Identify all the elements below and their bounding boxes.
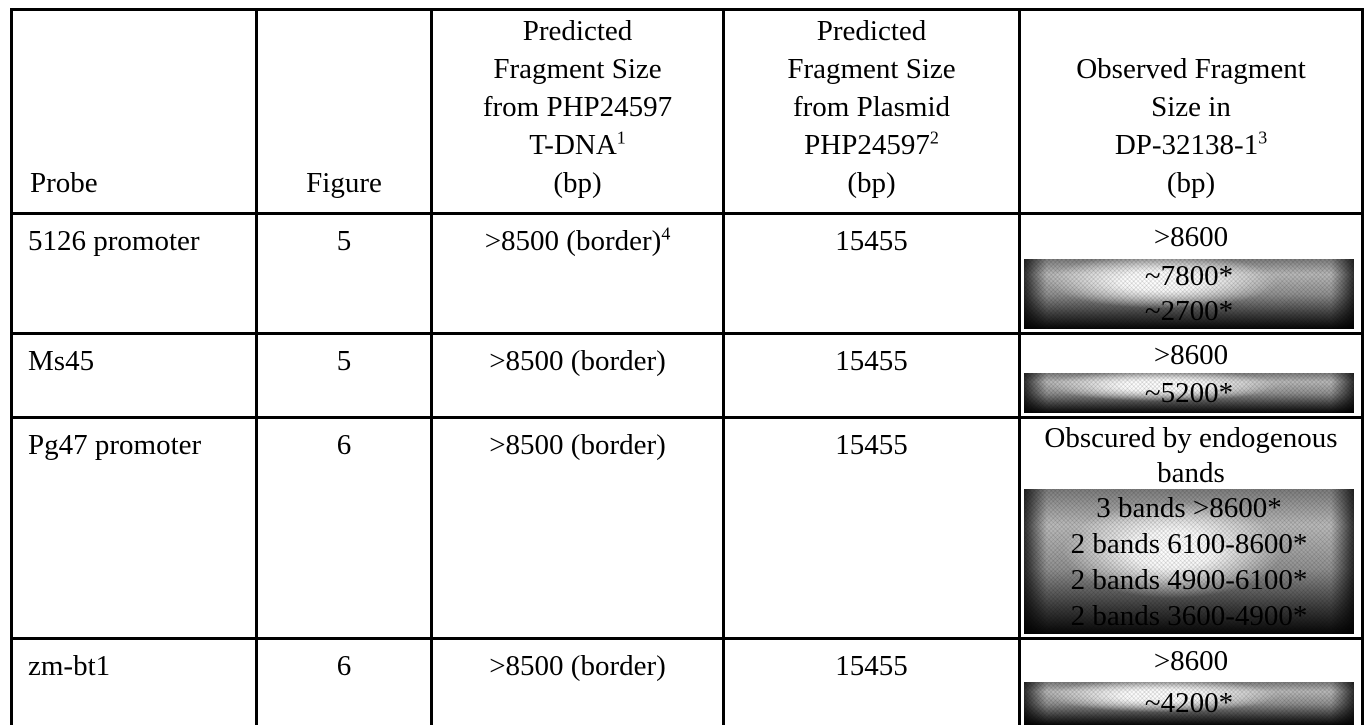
cell-predicted-tdna: >8500 (border) — [430, 637, 725, 725]
header-probe-label: Probe — [30, 167, 98, 199]
table-row: Pg47 promoter 6 >8500 (border) 15455 Obs… — [10, 416, 1364, 640]
header-line: Fragment Size — [787, 53, 956, 85]
header-line: Size in — [1151, 91, 1231, 123]
header-line: from Plasmid — [792, 91, 951, 123]
header-probe: Probe — [10, 8, 258, 215]
header-predicted-tdna: Predicted Fragment Size from PHP24597 T-… — [430, 8, 725, 215]
cell-observed: >8600 ~4200* — [1018, 637, 1364, 725]
observed-shaded-value: 2 bands 6100-8600* — [1070, 528, 1308, 560]
cell-predicted-plasmid: 15455 — [722, 332, 1021, 419]
figure-value: 6 — [336, 650, 352, 682]
cell-predicted-plasmid: 15455 — [722, 212, 1021, 335]
observed-shaded-value: ~7800* — [1144, 260, 1234, 292]
observed-shaded-value: 2 bands 4900-6100* — [1070, 564, 1308, 596]
cell-observed: >8600 ~7800* ~2700* — [1018, 212, 1364, 335]
observed-clear-value: >8600 — [1153, 339, 1229, 371]
observed-shaded-block: ~5200* — [1024, 373, 1354, 413]
cell-observed: >8600 ~5200* — [1018, 332, 1364, 419]
header-line: Predicted — [522, 15, 633, 47]
header-line: from PHP24597 — [482, 91, 673, 123]
cell-predicted-tdna: >8500 (border) — [430, 416, 725, 640]
predicted-tdna-value: >8500 (border) — [489, 429, 666, 461]
cell-predicted-tdna: >8500 (border) — [430, 332, 725, 419]
header-line: Predicted — [816, 15, 927, 47]
observed-clear-value: >8600 — [1153, 221, 1229, 253]
observed-shaded-value: ~5200* — [1144, 377, 1234, 409]
header-line-text: PHP24597 — [804, 129, 930, 161]
observed-shaded-value: 3 bands >8600* — [1096, 492, 1282, 524]
figure-value: 5 — [336, 225, 352, 257]
observed-shaded-block: ~4200* — [1024, 682, 1354, 725]
probe-value: 5126 promoter — [28, 225, 200, 257]
predicted-plasmid-value: 15455 — [835, 345, 908, 377]
cell-predicted-plasmid: 15455 — [722, 416, 1021, 640]
probe-value: Ms45 — [28, 345, 95, 377]
cell-probe: Pg47 promoter — [10, 416, 258, 640]
observed-clear-value: Obscured by endogenous bands — [1044, 422, 1338, 489]
footnote-ref: 1 — [616, 127, 626, 148]
predicted-plasmid-value: 15455 — [835, 429, 908, 461]
header-line: Fragment Size — [493, 53, 662, 85]
header-predicted-plasmid: Predicted Fragment Size from Plasmid PHP… — [722, 8, 1021, 215]
cell-probe: zm-bt1 — [10, 637, 258, 725]
header-figure-label: Figure — [306, 167, 382, 199]
observed-shaded-block: ~7800* ~2700* — [1024, 259, 1354, 329]
observed-shaded-block: 3 bands >8600* 2 bands 6100-8600* 2 band… — [1024, 489, 1354, 634]
table-row: zm-bt1 6 >8500 (border) 15455 >8600 ~420… — [10, 637, 1364, 725]
cell-probe: Ms45 — [10, 332, 258, 419]
cell-observed: Obscured by endogenous bands 3 bands >86… — [1018, 416, 1364, 640]
cell-figure: 5 — [255, 212, 433, 335]
header-observed: Observed Fragment Size in DP-32138-13 (b… — [1018, 8, 1364, 215]
cell-figure: 5 — [255, 332, 433, 419]
header-line: (bp) — [553, 167, 602, 199]
cell-figure: 6 — [255, 416, 433, 640]
observed-shaded-value: ~2700* — [1144, 295, 1234, 327]
predicted-plasmid-value: 15455 — [835, 650, 908, 682]
header-figure: Figure — [255, 8, 433, 215]
predicted-tdna-value: >8500 (border) — [489, 345, 666, 377]
header-line: T-DNA1 — [435, 126, 721, 164]
fragment-size-table: Probe Figure Predicted Fragment Size fro… — [10, 8, 1364, 725]
cell-figure: 6 — [255, 637, 433, 725]
probe-value: Pg47 promoter — [28, 429, 202, 461]
cell-predicted-plasmid: 15455 — [722, 637, 1021, 725]
observed-shaded-value: ~4200* — [1144, 687, 1234, 719]
table-row: 5126 promoter 5 >8500 (border)4 15455 >8… — [10, 212, 1364, 335]
header-line: (bp) — [847, 167, 896, 199]
probe-value: zm-bt1 — [28, 650, 111, 682]
header-line-text: T-DNA — [529, 129, 617, 161]
predicted-plasmid-value: 15455 — [835, 225, 908, 257]
header-line-text: DP-32138-1 — [1114, 129, 1259, 161]
header-line: (bp) — [1166, 167, 1216, 199]
predicted-tdna-value: >8500 (border) — [489, 650, 666, 682]
header-line: Observed Fragment — [1076, 53, 1306, 85]
cell-predicted-tdna: >8500 (border)4 — [430, 212, 725, 335]
footnote-ref: 2 — [929, 127, 939, 148]
footnote-ref: 4 — [661, 223, 671, 244]
predicted-tdna-value: >8500 (border) — [484, 225, 662, 257]
footnote-ref: 3 — [1258, 127, 1268, 148]
figure-value: 5 — [336, 345, 352, 377]
header-line: PHP245972 — [727, 126, 1017, 164]
figure-value: 6 — [336, 429, 352, 461]
header-line: DP-32138-13 — [1023, 126, 1360, 164]
table-header-row: Probe Figure Predicted Fragment Size fro… — [10, 8, 1364, 215]
observed-clear-value: >8600 — [1153, 645, 1229, 677]
table-row: Ms45 5 >8500 (border) 15455 >8600 ~5200* — [10, 332, 1364, 419]
observed-shaded-value: 2 bands 3600-4900* — [1070, 600, 1308, 632]
cell-probe: 5126 promoter — [10, 212, 258, 335]
